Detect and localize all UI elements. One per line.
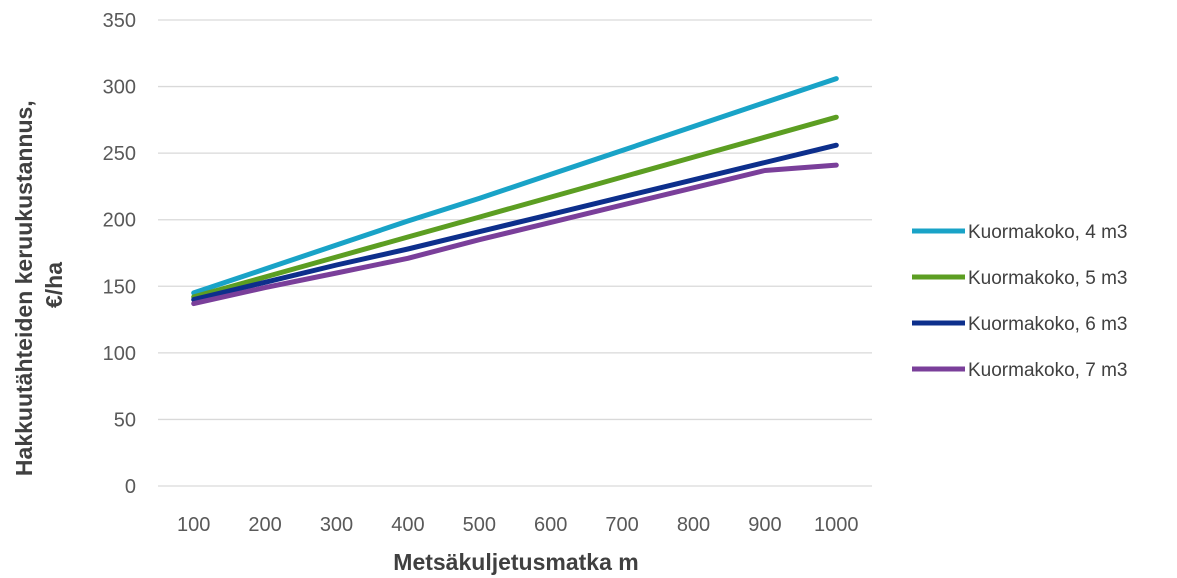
legend-label: Kuormakoko, 6 m3 bbox=[968, 314, 1127, 335]
series-line-4-m3 bbox=[191, 76, 839, 296]
x-axis-title: Metsäkuljetusmatka m bbox=[393, 549, 638, 575]
x-tick-label: 600 bbox=[534, 514, 567, 536]
y-axis-title-line-1: Hakkuutähteiden keruukustannus, bbox=[11, 100, 37, 476]
y-tick-label: 150 bbox=[103, 276, 136, 298]
x-tick-label: 300 bbox=[320, 514, 353, 536]
x-tick-label: 500 bbox=[463, 514, 496, 536]
y-tick-label: 0 bbox=[125, 476, 136, 498]
y-tick-label: 100 bbox=[103, 343, 136, 365]
y-tick-label: 50 bbox=[114, 409, 136, 431]
x-tick-label: 1000 bbox=[814, 514, 859, 536]
x-axis-ticks: 100 200 300 400 500 600 700 800 900 1000 bbox=[177, 514, 859, 536]
y-tick-label: 200 bbox=[103, 210, 136, 232]
x-tick-label: 200 bbox=[248, 514, 281, 536]
legend-label: Kuormakoko, 7 m3 bbox=[968, 360, 1127, 381]
gridlines bbox=[158, 19, 872, 487]
legend: Kuormakoko, 4 m3 Kuormakoko, 5 m3 Kuormako… bbox=[912, 222, 1127, 381]
y-axis-title: Hakkuutähteiden keruukustannus, €/ha bbox=[11, 94, 67, 476]
legend-label: Kuormakoko, 5 m3 bbox=[968, 268, 1127, 289]
legend-label: Kuormakoko, 4 m3 bbox=[968, 222, 1127, 243]
x-tick-label: 700 bbox=[605, 514, 638, 536]
y-tick-label: 350 bbox=[103, 10, 136, 32]
series-line-5-m3 bbox=[191, 114, 839, 300]
series-line-7-m3 bbox=[191, 162, 839, 307]
x-tick-label: 400 bbox=[391, 514, 424, 536]
series-lines bbox=[191, 76, 839, 307]
series-line-6-m3 bbox=[191, 142, 839, 303]
y-tick-label: 300 bbox=[103, 77, 136, 99]
y-axis-ticks: 0 50 100 150 200 250 300 350 bbox=[103, 10, 136, 498]
y-tick-label: 250 bbox=[103, 143, 136, 165]
x-tick-label: 800 bbox=[677, 514, 710, 536]
x-tick-label: 100 bbox=[177, 514, 210, 536]
y-axis-title-line-2: €/ha bbox=[41, 262, 67, 308]
x-tick-label: 900 bbox=[748, 514, 781, 536]
